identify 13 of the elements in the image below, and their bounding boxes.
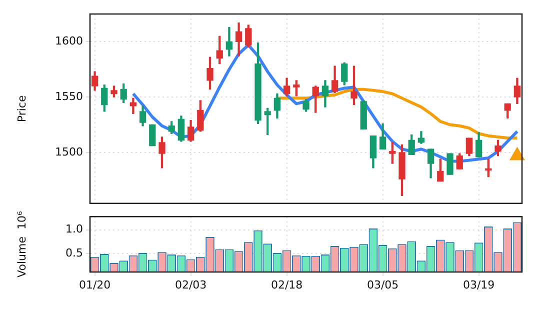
- candlestick: [149, 124, 156, 146]
- x-tick-label: 02/18: [270, 278, 303, 292]
- x-tick-label: 03/19: [462, 278, 495, 292]
- x-tick-label: 01/20: [78, 278, 111, 292]
- y-tick-label: 0.5: [66, 246, 83, 260]
- x-tick-label: 03/05: [366, 278, 399, 292]
- x-tick-label: 02/03: [174, 278, 207, 292]
- y-axis-title: Price: [15, 95, 28, 122]
- y-tick-label: 1.0: [66, 222, 83, 236]
- y-tick-label: 1600: [55, 34, 83, 48]
- y-tick-label: 1500: [55, 145, 83, 158]
- y-tick-label: 1550: [55, 90, 83, 103]
- y-axis-title: Volume 10⁶: [15, 210, 28, 278]
